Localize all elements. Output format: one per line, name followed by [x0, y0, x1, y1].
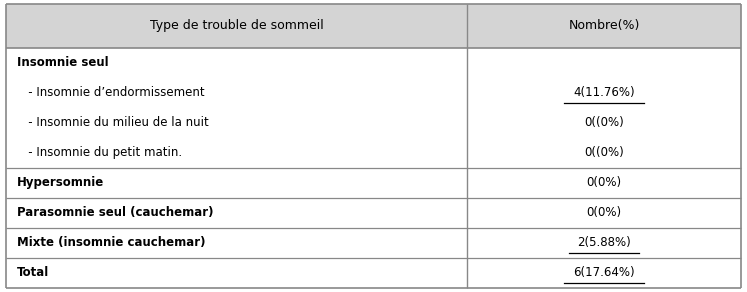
- Text: Parasomnie seul (cauchemar): Parasomnie seul (cauchemar): [17, 206, 214, 219]
- Text: Nombre(%): Nombre(%): [568, 20, 639, 32]
- Text: Hypersomnie: Hypersomnie: [17, 176, 105, 189]
- Text: 2(5.88%): 2(5.88%): [577, 236, 630, 249]
- Text: Total: Total: [17, 266, 49, 279]
- Text: 0(0%): 0(0%): [586, 206, 622, 219]
- Text: 4(11.76%): 4(11.76%): [573, 86, 635, 99]
- Text: - Insomnie du petit matin.: - Insomnie du petit matin.: [17, 146, 182, 159]
- Text: 6(17.64%): 6(17.64%): [573, 266, 635, 279]
- Bar: [6, 4, 741, 48]
- Text: 0(0%): 0(0%): [586, 176, 622, 189]
- Text: 0((0%): 0((0%): [584, 146, 624, 159]
- Text: Mixte (insomnie cauchemar): Mixte (insomnie cauchemar): [17, 236, 205, 249]
- Text: - Insomnie d’endormissement: - Insomnie d’endormissement: [17, 86, 205, 99]
- Text: Insomnie seul: Insomnie seul: [17, 56, 109, 69]
- Text: 0((0%): 0((0%): [584, 116, 624, 129]
- Text: - Insomnie du milieu de la nuit: - Insomnie du milieu de la nuit: [17, 116, 209, 129]
- Text: Type de trouble de sommeil: Type de trouble de sommeil: [149, 20, 323, 32]
